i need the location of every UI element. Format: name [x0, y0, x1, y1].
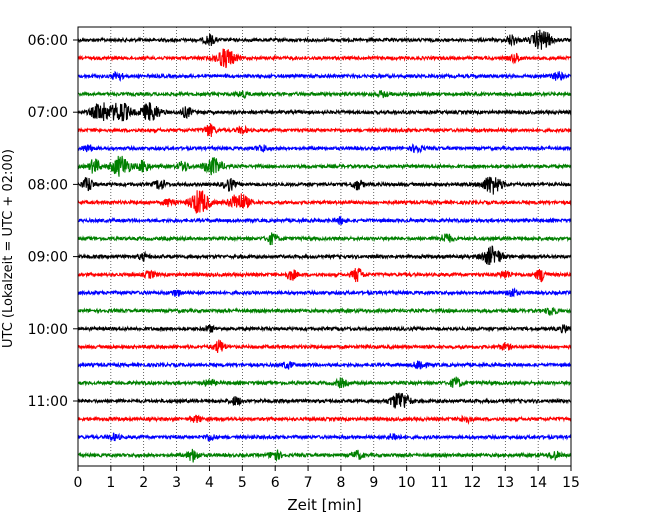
x-axis-label: Zeit [min] [287, 496, 361, 514]
y-tick-label: 11:00 [28, 394, 68, 410]
trace-row-07:00 [77, 102, 572, 122]
trace-row-07:45 [77, 155, 572, 177]
trace-row-10:00 [77, 324, 572, 334]
trace-row-11:00 [77, 392, 572, 409]
x-tick-label: 15 [562, 475, 580, 491]
x-tick-label: 12 [463, 475, 481, 491]
trace-row-06:15 [77, 48, 572, 69]
trace-row-06:30 [77, 70, 572, 82]
x-tick-label: 8 [336, 475, 345, 491]
trace-row-07:15 [77, 123, 572, 138]
y-tick-label: 07:00 [28, 105, 68, 121]
y-axis-ticks: 06:00 07:00 08:00 09:00 10:00 11:00 [28, 33, 78, 410]
trace-row-09:00 [77, 245, 572, 266]
y-tick-label: 06:00 [28, 33, 68, 49]
trace-row-08:45 [77, 232, 572, 246]
trace-row-06:00 [77, 29, 572, 50]
x-tick-label: 7 [304, 475, 313, 491]
x-tick-label: 9 [369, 475, 378, 491]
x-tick-label: 3 [172, 475, 181, 491]
plot-frame [77, 26, 572, 467]
trace-row-11:15 [77, 414, 572, 425]
y-tick-label: 10:00 [28, 322, 68, 338]
trace-row-11:45 [77, 448, 572, 463]
x-tick-label: 0 [74, 475, 83, 491]
y-tick-label: 09:00 [28, 250, 68, 266]
trace-row-08:00 [77, 176, 572, 195]
trace-row-08:15 [77, 190, 572, 214]
trace-row-09:45 [77, 306, 572, 316]
x-tick-label: 6 [271, 475, 280, 491]
x-tick-label: 11 [431, 475, 449, 491]
x-tick-label: 14 [529, 475, 547, 491]
x-tick-label: 10 [398, 475, 416, 491]
x-axis-ticks: 0 1 2 3 4 5 6 7 8 9 10 11 12 13 14 15 [74, 466, 580, 491]
x-tick-label: 4 [205, 475, 214, 491]
trace-row-10:30 [77, 360, 572, 370]
trace-row-11:30 [77, 432, 572, 442]
trace-row-09:15 [77, 267, 572, 283]
trace-row-08:30 [77, 215, 572, 226]
y-tick-label: 08:00 [28, 177, 68, 193]
x-tick-label: 2 [139, 475, 148, 491]
x-grid [110, 27, 539, 466]
trace-row-06:45 [77, 90, 572, 100]
x-tick-label: 1 [106, 475, 115, 491]
y-axis-label: UTC (Lokalzeit = UTC + 02:00) [1, 149, 16, 348]
trace-rows [77, 29, 572, 463]
trace-row-10:15 [77, 339, 572, 353]
trace-row-07:30 [77, 143, 572, 154]
x-tick-label: 5 [238, 475, 247, 491]
x-tick-label: 13 [496, 475, 514, 491]
trace-row-09:30 [77, 287, 572, 298]
trace-row-10:45 [77, 376, 572, 389]
